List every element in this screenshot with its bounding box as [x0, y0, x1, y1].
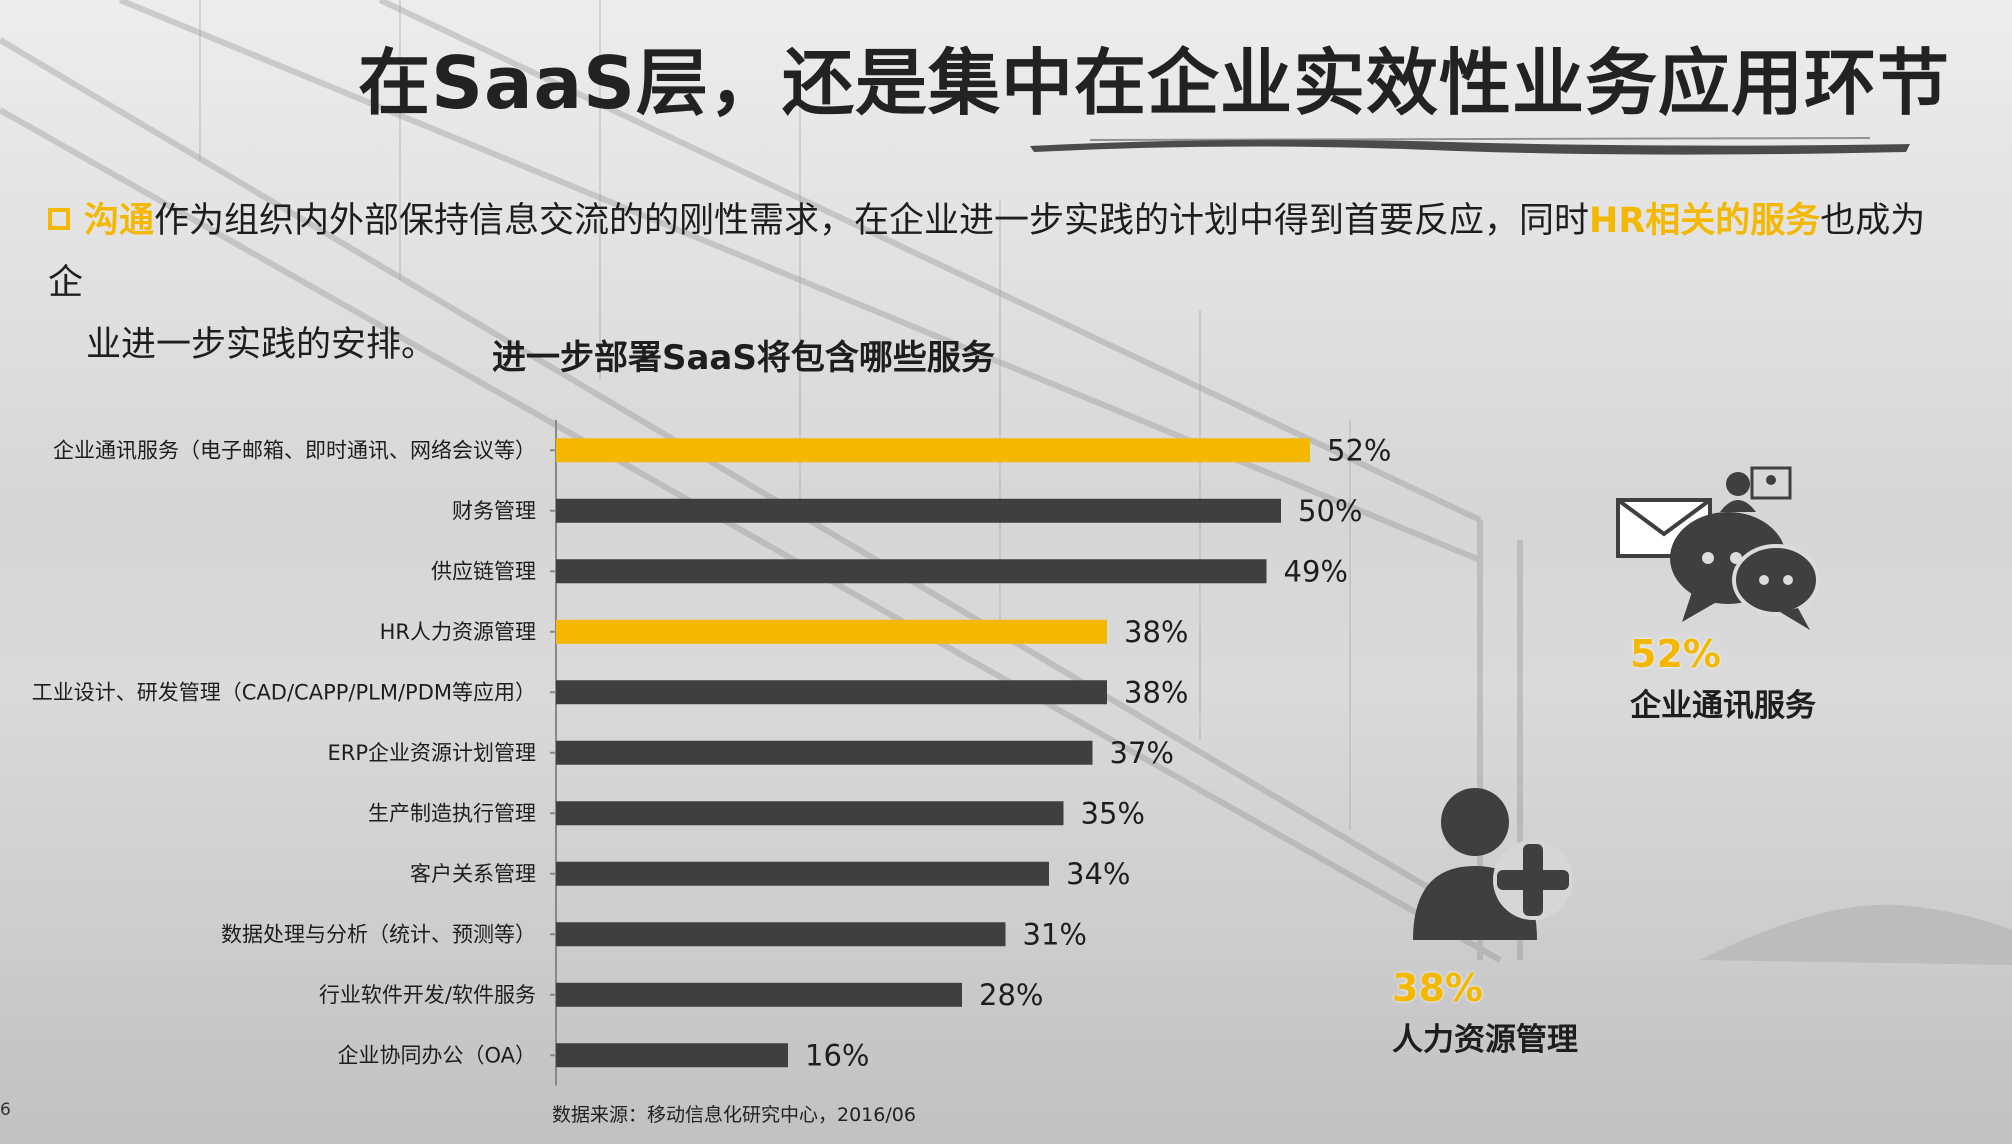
bar — [556, 680, 1107, 705]
highlight-name: 企业通讯服务 — [1630, 688, 1816, 724]
intro-text-1: 作为组织内外部保持信息交流的的刚性需求，在企业进一步实践的计划中得到首要反应，同… — [154, 201, 1590, 241]
chart-title: 进一步部署SaaS将包含哪些服务 — [492, 338, 995, 378]
category-label: 工业设计、研发管理（CAD/CAPP/PLM/PDM等应用） — [32, 680, 536, 704]
bar — [556, 1043, 788, 1068]
bar — [556, 740, 1093, 765]
horizontal-bar-chart: 企业通讯服务（电子邮箱、即时通讯、网络会议等） 52% 财务管理 50% 供应链管理 49… — [32, 420, 1391, 1086]
intro-text-2: 也成为企 — [48, 201, 1926, 303]
highlight-hr-block: 38% 人力资源管理 — [1392, 966, 1578, 1059]
category-label: 客户关系管理 — [410, 862, 536, 886]
value-label: 49% — [1284, 554, 1348, 588]
value-label: 16% — [805, 1038, 869, 1072]
highlight-name: 人力资源管理 — [1392, 1022, 1578, 1058]
value-label: 37% — [1110, 736, 1174, 770]
highlight-communication: 沟通 — [84, 201, 155, 241]
value-label: 38% — [1124, 675, 1188, 709]
bar — [556, 801, 1064, 826]
page-number: 6 — [0, 1100, 11, 1120]
category-label: 生产制造执行管理 — [368, 801, 536, 825]
page-title: 在SaaS层，还是集中在企业实效性业务应用环节 — [358, 41, 1950, 125]
category-label: HR人力资源管理 — [380, 620, 536, 644]
category-label: 供应链管理 — [431, 559, 536, 583]
category-label: 企业通讯服务（电子邮箱、即时通讯、网络会议等） — [53, 438, 536, 462]
category-label: 数据处理与分析（统计、预测等） — [221, 922, 536, 946]
chat-mail-icon — [1616, 466, 1820, 630]
square-bullet-icon — [48, 208, 70, 230]
value-label: 34% — [1066, 857, 1130, 891]
bar — [556, 861, 1049, 886]
intro-text-3: 业进一步实践的安排。 — [86, 325, 437, 365]
highlight-hr: HR相关的服务 — [1589, 201, 1821, 241]
category-label: 财务管理 — [452, 499, 536, 523]
category-label: 行业软件开发/软件服务 — [319, 983, 536, 1007]
value-label: 35% — [1081, 796, 1145, 830]
highlight-communication-block: 52% 企业通讯服务 — [1630, 632, 1816, 725]
category-label: ERP企业资源计划管理 — [327, 741, 536, 765]
bar — [556, 438, 1310, 463]
value-label: 31% — [1023, 917, 1087, 951]
intro-paragraph: 沟通作为组织内外部保持信息交流的的刚性需求，在企业进一步实践的计划中得到首要反应… — [48, 190, 1948, 376]
bar — [556, 619, 1107, 644]
highlight-pct: 52% — [1630, 632, 1721, 676]
value-label: 52% — [1327, 433, 1391, 467]
value-label: 38% — [1124, 615, 1188, 649]
bar — [556, 982, 962, 1007]
value-label: 50% — [1298, 494, 1362, 528]
data-source: 数据来源：移动信息化研究中心，2016/06 — [552, 1104, 916, 1126]
category-label: 企业协同办公（OA） — [337, 1043, 536, 1067]
highlight-pct: 38% — [1392, 966, 1483, 1010]
value-label: 28% — [979, 978, 1043, 1012]
user-add-icon — [1413, 788, 1573, 940]
bar — [556, 559, 1267, 584]
bar — [556, 498, 1281, 523]
brush-stroke-divider — [1030, 137, 1910, 155]
bar — [556, 922, 1006, 947]
